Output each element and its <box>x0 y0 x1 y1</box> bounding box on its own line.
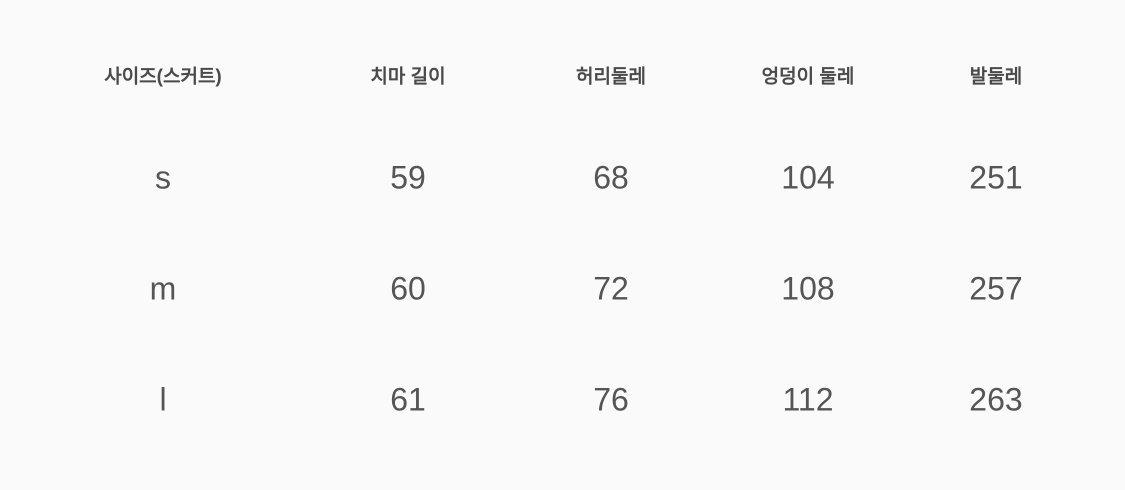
cell-size: l <box>159 381 167 418</box>
cell-skirt-length: 61 <box>390 381 426 418</box>
cell-size: s <box>155 159 171 196</box>
header-hem: 발둘레 <box>969 66 1023 88</box>
cell-hip: 104 <box>781 159 835 196</box>
header-waist: 허리둘레 <box>576 66 646 88</box>
header-skirt-length: 치마 길이 <box>370 66 446 88</box>
header-hip: 엉덩이 둘레 <box>761 66 855 88</box>
cell-hip: 112 <box>782 381 834 418</box>
cell-skirt-length: 59 <box>390 159 426 196</box>
header-size: 사이즈(스커트) <box>104 66 222 88</box>
cell-skirt-length: 60 <box>390 270 426 307</box>
cell-hip: 108 <box>781 270 835 307</box>
cell-waist: 72 <box>593 270 629 307</box>
cell-hem: 263 <box>969 381 1023 418</box>
cell-hem: 257 <box>969 270 1023 307</box>
cell-waist: 76 <box>593 381 629 418</box>
cell-size: m <box>149 270 177 307</box>
cell-hem: 251 <box>969 159 1023 196</box>
cell-waist: 68 <box>593 159 629 196</box>
